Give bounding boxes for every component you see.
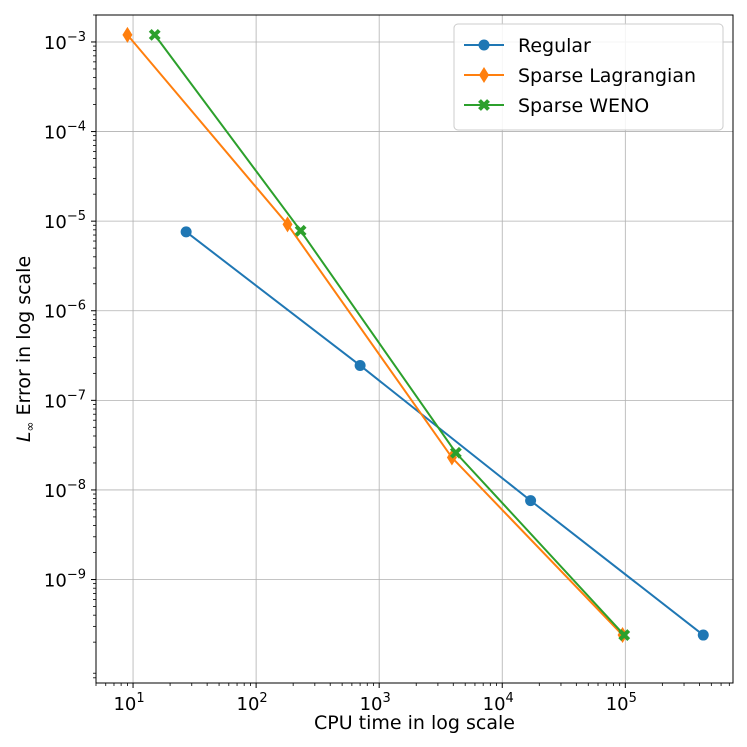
legend-marker xyxy=(479,67,489,83)
series-x xyxy=(148,28,631,641)
series-line xyxy=(126,34,624,636)
legend-entry: Sparse WENO xyxy=(464,95,649,117)
plot-frame xyxy=(95,14,734,684)
data-point xyxy=(122,26,133,43)
legend-box xyxy=(453,23,724,131)
y-axis-label-text: Error in log scale xyxy=(13,256,35,422)
legend-entry: Regular xyxy=(464,35,591,57)
series-line xyxy=(153,34,625,636)
data-point xyxy=(180,226,192,238)
data-point xyxy=(618,629,631,641)
legend-entry: Sparse Lagrangian xyxy=(464,65,696,87)
y-tick-label: 10−9 xyxy=(44,568,86,592)
data-point xyxy=(294,224,307,237)
x-tick-label: 105 xyxy=(606,691,637,715)
legend-label: Sparse Lagrangian xyxy=(518,65,696,87)
y-axis-label-symbol: L xyxy=(13,432,35,443)
ticks: 101 102 103 104 105 10−9 10−8 10−7 10−6 10−5 10−4 1… xyxy=(44,14,730,715)
x-tick-label: 103 xyxy=(360,691,391,715)
x-tick-label: 101 xyxy=(113,691,144,715)
series-layer xyxy=(122,26,709,644)
y-axis-label-subscript: ∞ xyxy=(23,422,37,432)
x-tick-label: 102 xyxy=(237,691,268,715)
series-circle xyxy=(180,226,709,641)
data-point xyxy=(697,629,709,641)
y-tick-label: 10−5 xyxy=(44,209,86,233)
grid xyxy=(96,15,733,683)
data-point xyxy=(354,359,366,371)
series-line xyxy=(185,231,704,636)
data-point xyxy=(525,495,537,507)
legend-marker xyxy=(478,39,490,51)
y-tick-label: 10−4 xyxy=(44,120,86,144)
y-tick-label: 10−7 xyxy=(44,388,86,412)
legend-marker xyxy=(478,99,490,111)
x-tick-label: 104 xyxy=(483,691,514,715)
y-tick-label: 10−8 xyxy=(44,478,86,502)
data-point xyxy=(148,28,161,41)
legend: Regular Sparse Lagrangian Sparse WENO xyxy=(453,23,724,131)
legend-label: Sparse WENO xyxy=(518,95,649,117)
y-tick-label: 10−3 xyxy=(44,30,86,54)
x-axis-label: CPU time in log scale xyxy=(314,712,515,734)
y-tick-label: 10−6 xyxy=(44,299,86,323)
legend-label: Regular xyxy=(518,35,591,57)
data-point xyxy=(282,216,293,233)
data-point xyxy=(449,446,462,459)
y-axis-label: L∞ Error in log scale xyxy=(13,256,37,442)
